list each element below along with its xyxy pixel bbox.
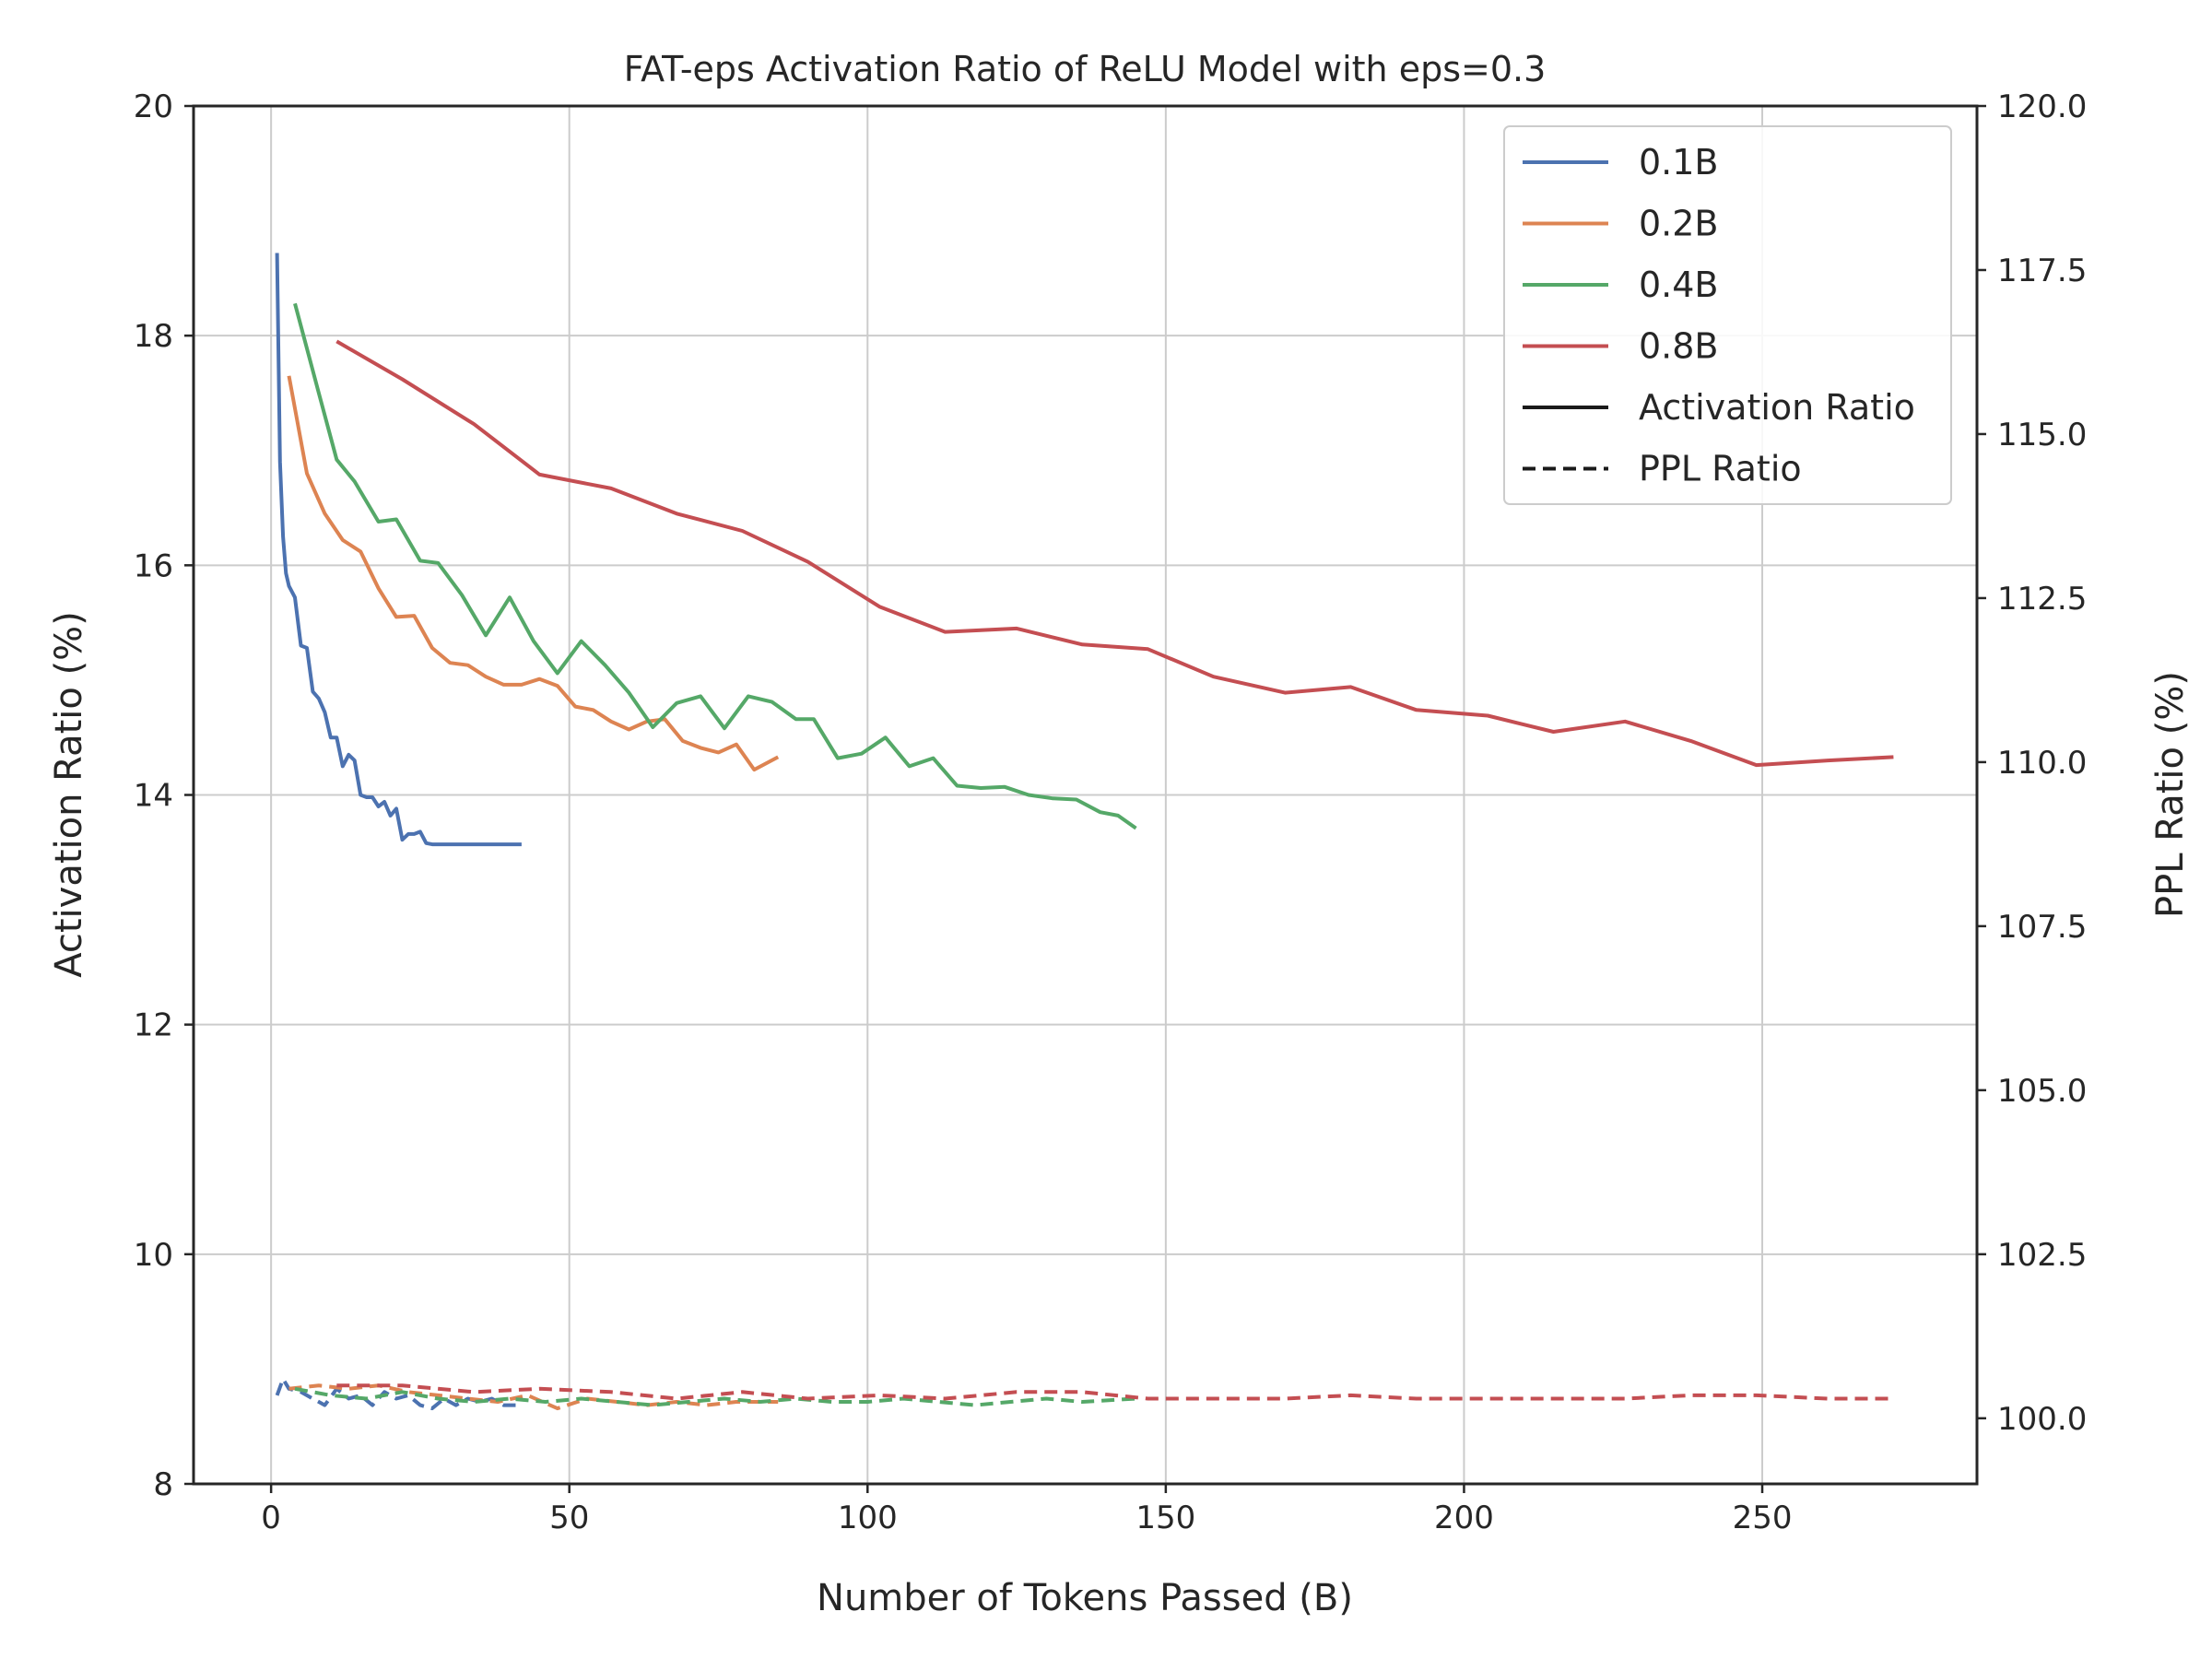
- series-0-4b-activation-ratio-line: [293, 302, 1137, 830]
- y-tick-label: 12: [134, 1007, 173, 1044]
- series-0-8b-activation-ratio-line: [335, 339, 1894, 768]
- y-tick-label: 14: [134, 778, 173, 815]
- axis-ticks: 0 50 100 150 200 250 8 10 12 14 16 18 20 100.0 102.5 10…: [134, 88, 2088, 1536]
- x-tick-label: 50: [549, 1500, 589, 1536]
- y2-tick-label: 107.5: [1997, 909, 2087, 946]
- grid: [194, 105, 1977, 1485]
- y-tick-label: 8: [153, 1466, 173, 1503]
- y2-tick-label: 120.0: [1997, 88, 2087, 125]
- legend-box: [1503, 125, 1952, 505]
- y2-tick-label: 100.0: [1997, 1401, 2087, 1438]
- legend-label-0-1b: 0.1B: [1639, 142, 1719, 182]
- series-0-4b-ppl-ratio-line: [294, 1386, 1136, 1407]
- y2-tick-label: 105.0: [1997, 1073, 2087, 1110]
- series-0-8b-ppl-ratio-line: [336, 1383, 1894, 1401]
- y-tick-label: 20: [134, 88, 173, 125]
- y-tick-label: 18: [134, 318, 173, 355]
- plot-series: [275, 253, 1894, 1411]
- series-0-1b-activation-ratio-line: [275, 253, 522, 847]
- x-tick-label: 200: [1434, 1500, 1494, 1536]
- y2-axis-label: PPL Ratio (%): [2149, 671, 2192, 918]
- y-axis-label: Activation Ratio (%): [48, 611, 90, 978]
- y-tick-label: 16: [134, 547, 173, 584]
- legend-label-activation-ratio: Activation Ratio: [1639, 387, 1915, 428]
- x-tick-label: 100: [838, 1500, 898, 1536]
- series-0-2b-activation-ratio-line: [287, 375, 780, 772]
- x-axis-label: Number of Tokens Passed (B): [817, 1577, 1353, 1619]
- legend-label-0-8b: 0.8B: [1639, 326, 1719, 367]
- chart-title: FAT-eps Activation Ratio of ReLU Model w…: [624, 49, 1547, 89]
- y2-tick-label: 112.5: [1997, 581, 2087, 618]
- x-tick-label: 250: [1733, 1500, 1793, 1536]
- legend-label-0-2b: 0.2B: [1639, 204, 1719, 244]
- x-tick-label: 150: [1135, 1500, 1195, 1536]
- legend-label-0-4b: 0.4B: [1639, 265, 1719, 305]
- x-tick-label: 0: [261, 1500, 281, 1536]
- y2-tick-label: 115.0: [1997, 417, 2087, 453]
- y2-tick-label: 102.5: [1997, 1237, 2087, 1274]
- y2-tick-label: 110.0: [1997, 745, 2087, 782]
- y-tick-label: 10: [134, 1237, 173, 1274]
- legend: 0.1B 0.2B 0.4B 0.8B Activation Ratio PPL Rati…: [1503, 125, 1952, 505]
- legend-label-ppl-ratio: PPL Ratio: [1639, 449, 1802, 489]
- y2-tick-label: 117.5: [1997, 253, 2087, 289]
